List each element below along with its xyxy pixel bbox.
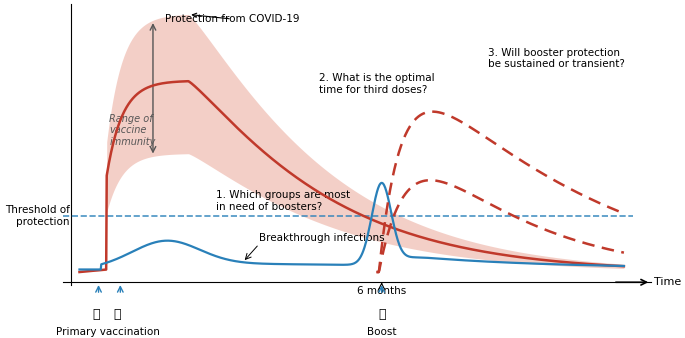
Text: 2. What is the optimal
time for third doses?: 2. What is the optimal time for third do… <box>319 73 435 95</box>
Text: Breakthrough infections: Breakthrough infections <box>259 233 385 243</box>
Text: 1. Which groups are most
in need of boosters?: 1. Which groups are most in need of boos… <box>216 190 350 212</box>
Text: Time: Time <box>654 277 681 287</box>
Text: 💉: 💉 <box>92 308 99 321</box>
Text: 💉: 💉 <box>114 308 121 321</box>
Text: 💉: 💉 <box>378 308 386 321</box>
Text: Threshold of
protection: Threshold of protection <box>5 205 70 227</box>
Text: Primary vaccination: Primary vaccination <box>56 327 160 337</box>
Text: Protection from COVID-19: Protection from COVID-19 <box>164 13 299 24</box>
Text: Boost: Boost <box>367 327 397 337</box>
Text: 3. Will booster protection
be sustained or transient?: 3. Will booster protection be sustained … <box>488 48 625 69</box>
Text: Range of
vaccine
immunity: Range of vaccine immunity <box>110 114 155 147</box>
Text: 6 months: 6 months <box>357 286 406 296</box>
